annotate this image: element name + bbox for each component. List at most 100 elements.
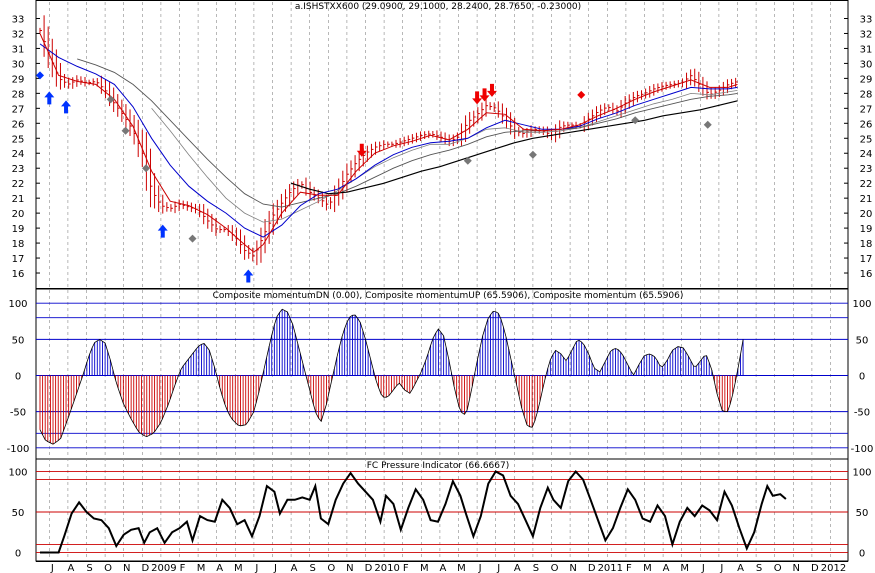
momentum-tick-label: 100 <box>852 299 871 310</box>
momentum-tick-label: 50 <box>856 335 869 346</box>
pressure-tick-label: 50 <box>856 508 869 519</box>
momentum-tick-label: -50 <box>854 408 870 419</box>
price-tick-label: 20 <box>860 209 873 220</box>
x-tick-label: M <box>643 563 652 573</box>
signal-diamond-icon <box>577 90 586 99</box>
x-tick-label: S <box>310 563 316 573</box>
x-tick-label: A <box>439 563 446 573</box>
price-tick-label: 25 <box>860 134 873 145</box>
price-tick-label: 21 <box>12 194 25 205</box>
x-tick-label: F <box>403 563 409 573</box>
price-tick-label: 22 <box>12 179 25 190</box>
price-tick-label: 16 <box>12 269 25 280</box>
ma-thin_gray-line <box>151 90 738 223</box>
x-tick-label: S <box>756 563 762 573</box>
price-tick-label: 24 <box>12 149 25 160</box>
x-axis-labels: J A S O N D 2009 F M A M J J A S O N D 2010 F M A M J J A S O N D 2011… <box>50 563 846 573</box>
price-tick-label: 22 <box>860 179 873 190</box>
price-tick-label: 33 <box>860 14 873 25</box>
momentum-chart-title: Composite momentumDN (0.00), Composite m… <box>213 291 684 301</box>
signal-diamond-icon <box>121 126 130 135</box>
buy-arrow-icon <box>157 224 168 238</box>
x-tick-label: A <box>67 563 74 573</box>
momentum-envelope-line <box>39 308 744 445</box>
momentum-tick-label: 0 <box>859 372 865 383</box>
x-tick-label: N <box>793 563 800 573</box>
pressure-tick-label: 100 <box>8 467 27 478</box>
pressure-tick-label: 50 <box>12 508 25 519</box>
sell-arrow-icon <box>479 88 490 102</box>
price-tick-label: 26 <box>12 119 25 130</box>
reference-lines <box>36 302 848 553</box>
price-tick-label: 30 <box>860 59 873 70</box>
x-tick-label: D <box>811 563 819 573</box>
momentum-tick-label: 100 <box>8 299 27 310</box>
x-tick-label: 2012 <box>821 563 846 573</box>
price-tick-label: 17 <box>12 254 25 265</box>
momentum-tick-label: 50 <box>12 335 25 346</box>
signal-diamond-icon <box>703 120 712 129</box>
price-tick-label: 28 <box>12 89 25 100</box>
price-tick-label: 33 <box>12 14 25 25</box>
x-tick-label: S <box>533 563 539 573</box>
x-tick-label: M <box>234 563 243 573</box>
x-tick-label: O <box>104 563 112 573</box>
ma-red-line <box>39 33 738 253</box>
x-tick-label: A <box>291 563 298 573</box>
price-tick-label: 32 <box>12 29 25 40</box>
momentum-tick-label: -100 <box>851 444 874 455</box>
x-tick-label: M <box>457 563 466 573</box>
x-tick-label: O <box>551 563 559 573</box>
signal-diamond-icon <box>463 156 472 165</box>
x-tick-label: D <box>588 563 596 573</box>
sell-arrow-icon <box>472 91 483 105</box>
x-tick-label: A <box>663 563 670 573</box>
x-tick-label: S <box>86 563 92 573</box>
signal-diamond-icon <box>106 95 115 104</box>
price-tick-label: 18 <box>12 239 25 250</box>
x-tick-label: J <box>478 563 482 573</box>
x-tick-label: J <box>496 563 500 573</box>
sell-arrow-icon <box>486 83 497 97</box>
x-tick-label: A <box>216 563 223 573</box>
x-tick-label: 2009 <box>151 563 176 573</box>
x-tick-label: J <box>254 563 258 573</box>
signal-markers <box>36 71 712 283</box>
x-tick-label: J <box>719 563 723 573</box>
pressure-line <box>40 469 787 554</box>
pressure-tick-label: 0 <box>15 549 21 560</box>
momentum-tick-label: 0 <box>15 372 21 383</box>
x-tick-label: J <box>273 563 277 573</box>
x-tick-label: N <box>569 563 576 573</box>
x-tick-label: M <box>197 563 206 573</box>
price-y-axis: 16 16 17 17 18 18 19 19 20 20 21 21 22 22 23 23 24 24 25 25… <box>12 14 873 280</box>
vertical-gridlines <box>48 2 831 559</box>
price-tick-label: 27 <box>12 104 25 115</box>
x-tick-label: M <box>680 563 689 573</box>
price-chart-title: a.ISHSTXX600 (29.0900, 29.1000, 28.2400,… <box>295 2 581 12</box>
price-bars <box>39 15 738 266</box>
ma-black-line <box>290 100 738 195</box>
price-tick-label: 26 <box>860 119 873 130</box>
price-tick-label: 30 <box>12 59 25 70</box>
ma-gray-line <box>77 58 738 208</box>
price-tick-label: 21 <box>860 194 873 205</box>
momentum-bars <box>39 308 744 445</box>
x-tick-label: M <box>420 563 429 573</box>
price-tick-label: 17 <box>860 254 873 265</box>
price-tick-label: 29 <box>860 74 873 85</box>
price-tick-label: 24 <box>860 149 873 160</box>
x-tick-label: J <box>50 563 54 573</box>
price-tick-label: 32 <box>860 29 873 40</box>
pressure-tick-label: 100 <box>852 467 871 478</box>
x-tick-label: J <box>701 563 705 573</box>
price-tick-label: 27 <box>860 104 873 115</box>
momentum-tick-label: -100 <box>7 444 30 455</box>
price-tick-label: 18 <box>860 239 873 250</box>
signal-diamond-icon <box>528 150 537 159</box>
signal-diamond-icon <box>188 234 197 243</box>
sell-arrow-icon <box>356 143 367 157</box>
x-tick-label: F <box>626 563 632 573</box>
signal-diamond-icon <box>631 116 640 125</box>
